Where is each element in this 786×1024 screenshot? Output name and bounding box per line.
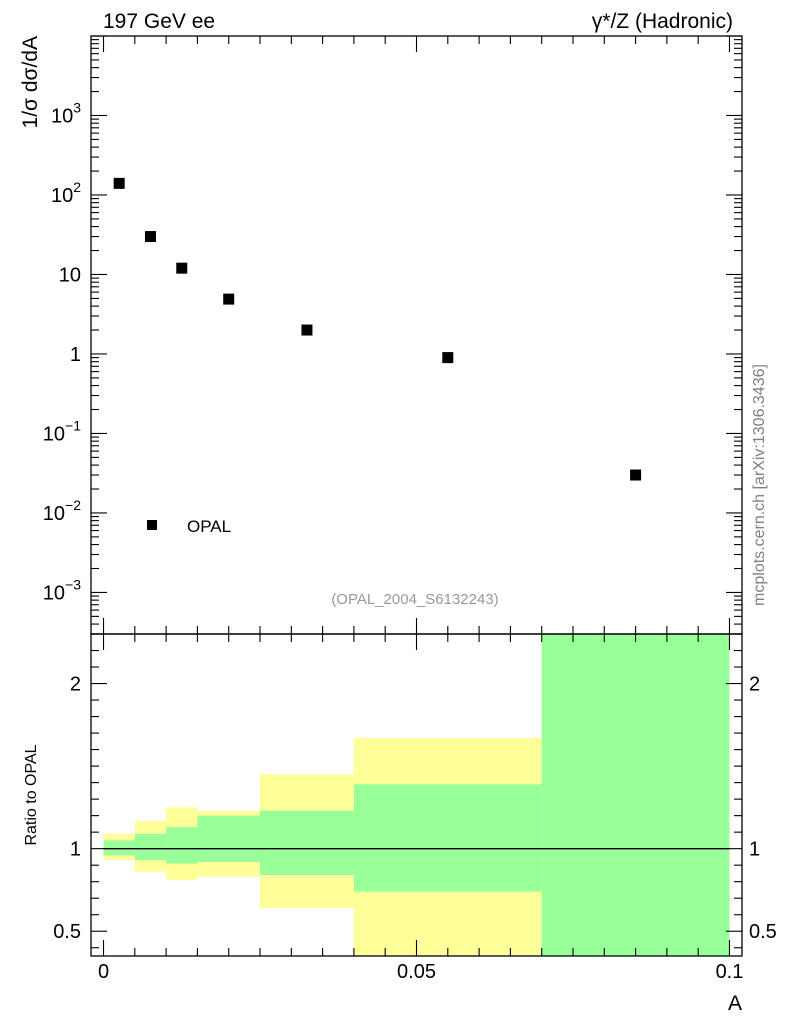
ratio-ytick-label-left-0: 0.5 [53,921,81,943]
legend-marker [147,520,157,530]
main-ytick-label-6: 103 [51,99,81,127]
xtick-label-2: 0.1 [716,961,744,983]
inner-band-4 [260,810,354,876]
main-ytick-label-2: 10−1 [43,417,81,445]
watermark: mcplots.cern.ch [arXiv:1306.3436] [751,364,768,606]
data-point-1 [144,231,156,243]
x-axis-label: A [728,992,742,1015]
ratio-ytick-label-right-1: 1 [749,839,760,861]
analysis-id: (OPAL_2004_S6132243) [331,591,498,608]
ratio-ylabel: Ratio to OPAL [23,744,40,845]
data-point-0 [113,177,125,189]
main-ytick-label-3: 1 [70,344,81,366]
inner-band-0 [103,840,135,856]
inner-band-2 [166,827,198,864]
data-point-2 [176,262,188,274]
inner-band-5 [353,784,542,892]
main-frame [90,35,743,635]
data-points [113,177,642,481]
ratio-ytick-label-left-1: 1 [70,839,81,861]
legend-label: OPAL [187,517,231,536]
tick-labels: 10−3 10−2 10−1 1 10 102 103 0.5 0.5 1 1 2 2 0 0.05 0.1 [43,99,777,983]
data-point-4 [301,324,313,336]
axes [90,35,743,957]
energy-label: 197 GeV ee [103,10,215,33]
ratio-ytick-label-right-2: 2 [749,674,760,696]
main-ytick-label-4: 10 [59,264,81,286]
ratio-ytick-label-right-0: 0.5 [749,921,777,943]
main-ylabel: 1/σ dσ/dA [19,36,42,128]
process-label: γ*/Z (Hadronic) [592,10,733,33]
data-point-5 [442,352,454,364]
main-ytick-label-1: 10−2 [43,497,81,525]
ratio-bands [103,634,730,956]
inner-band-1 [134,833,167,861]
inner-band-3 [197,815,261,862]
main-ytick-label-5: 102 [51,179,81,207]
xtick-label-0: 0 [98,961,109,983]
data-point-6 [630,469,642,481]
ratio-ytick-label-left-2: 2 [70,674,81,696]
inner-band-6 [541,634,730,956]
xtick-label-1: 0.05 [397,961,436,983]
main-ytick-label-0: 10−3 [43,576,81,604]
data-point-3 [223,293,235,305]
